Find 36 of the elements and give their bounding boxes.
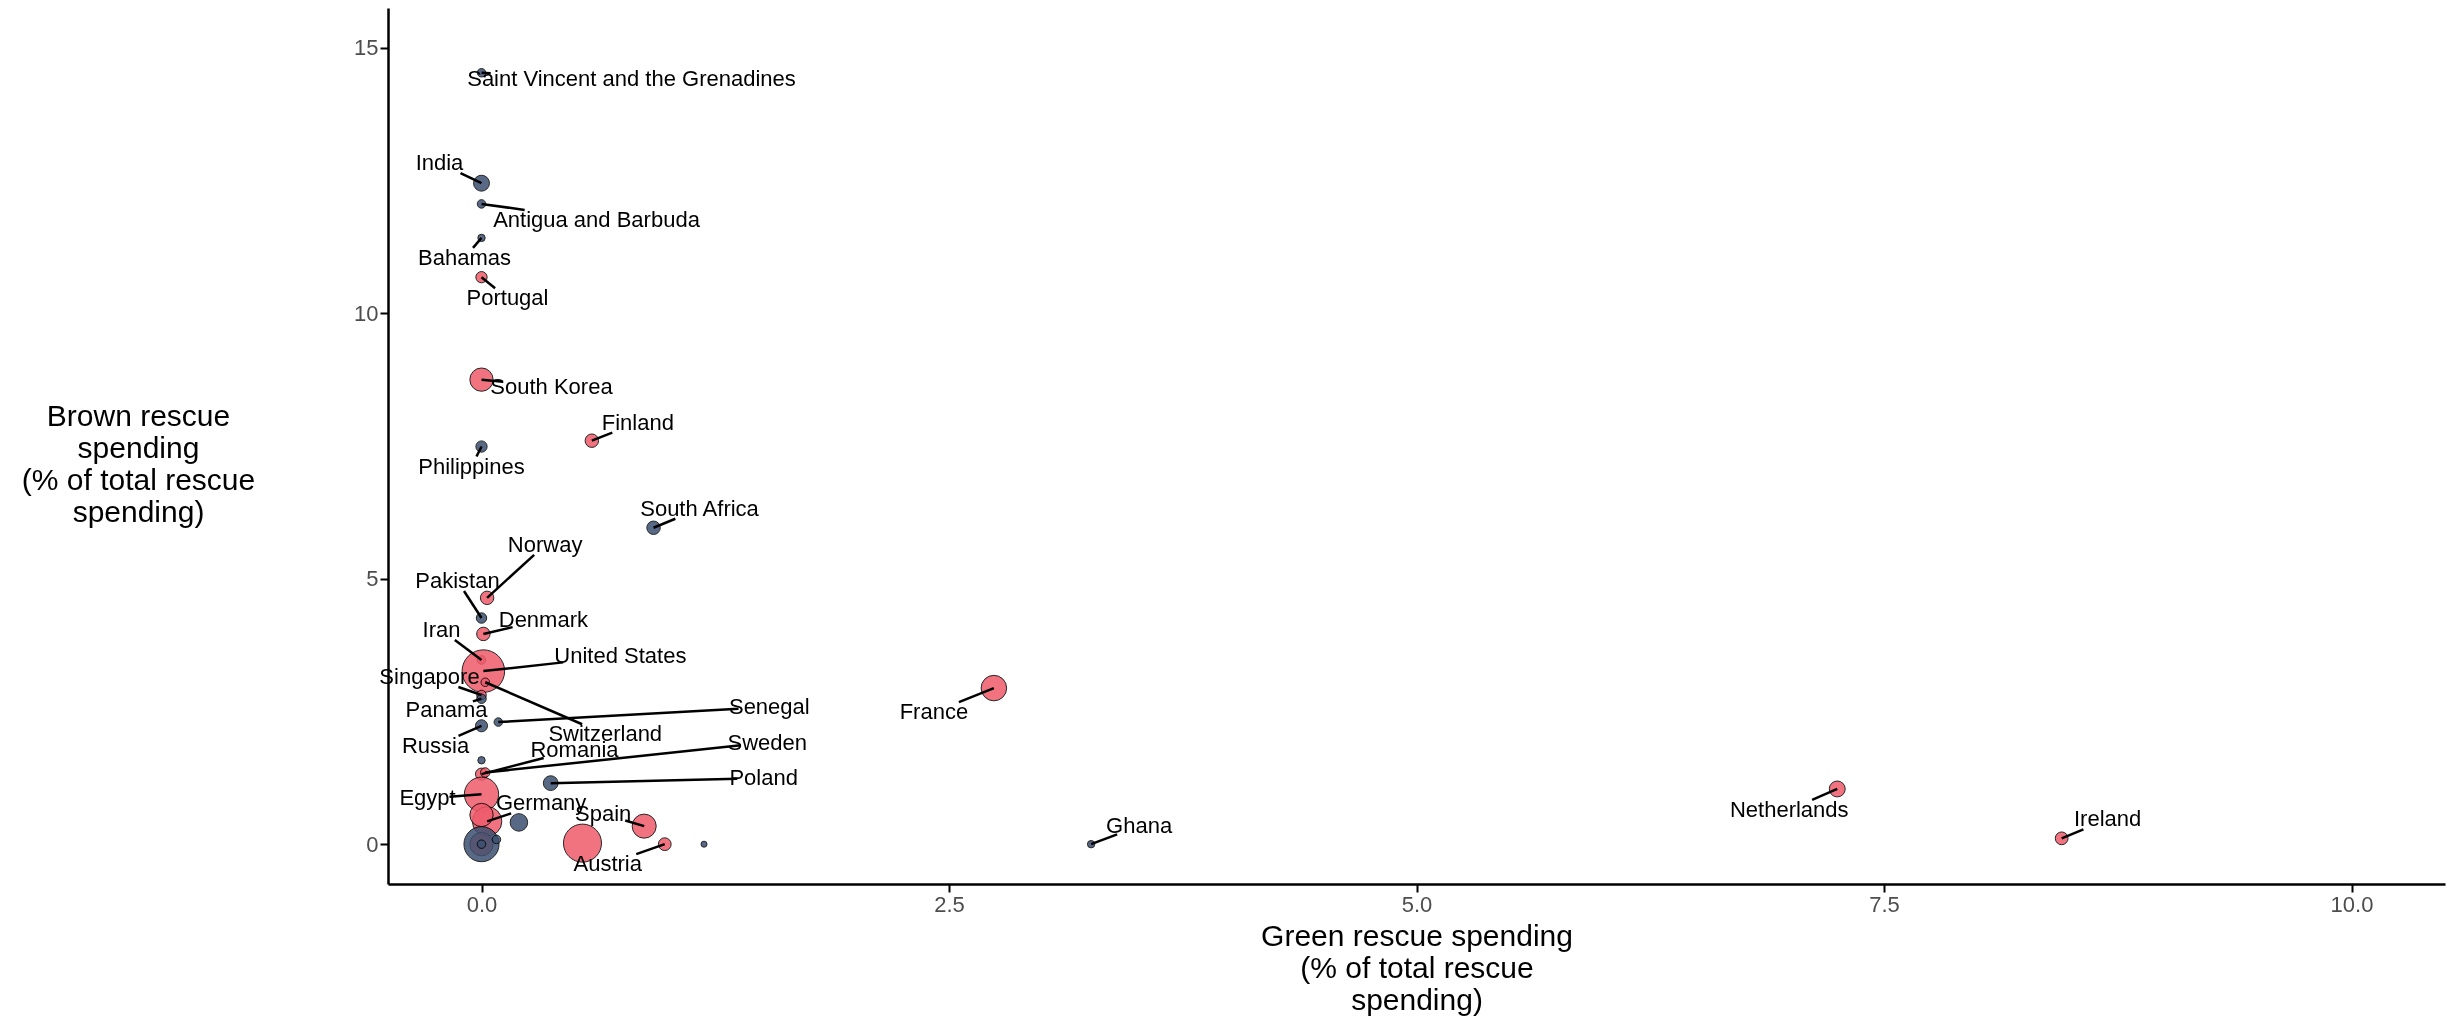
- annotation: Antigua and Barbuda: [493, 206, 701, 232]
- annotation: Senegal: [728, 694, 810, 720]
- annotation: United States: [554, 643, 687, 669]
- annotation: Panama: [405, 696, 489, 722]
- x-tick-label: 7.5: [1869, 891, 1900, 917]
- x-tick-label: 10.0: [2330, 891, 2374, 917]
- annotation: France: [899, 699, 969, 725]
- annotation: South Africa: [640, 495, 760, 521]
- y-tick-label: 15: [354, 35, 379, 61]
- y-tick-label: 5: [366, 566, 379, 592]
- x-tick-label: 5.0: [1401, 891, 1433, 917]
- annotation: India: [415, 150, 465, 176]
- annotation: Ghana: [1106, 813, 1173, 839]
- y-tick-label: 0: [366, 831, 379, 857]
- y-tick-label: 10: [354, 300, 379, 326]
- annotation: Poland: [729, 765, 798, 791]
- x-axis-title: Green rescue spending (% of total rescue spending): [1261, 918, 1573, 1016]
- annotation: Egypt: [399, 785, 456, 811]
- annotation: Pakistan: [415, 568, 500, 594]
- x-tick-label: 0.0: [466, 891, 498, 917]
- annotation: Russia: [401, 732, 470, 758]
- annotation: Ireland: [2074, 806, 2142, 832]
- annotation: Sweden: [727, 729, 807, 755]
- annotation: South Korea: [490, 373, 614, 399]
- annotation: Saint Vincent and the Grenadines: [467, 65, 796, 91]
- annotation: Philippines: [418, 453, 525, 479]
- annotation: Denmark: [498, 606, 589, 632]
- annotation: Norway: [507, 531, 583, 557]
- annotation: Finland: [601, 409, 674, 435]
- annotation: Iran: [422, 616, 461, 642]
- annotation: Bahamas: [418, 244, 511, 270]
- annotation: Portugal: [466, 285, 549, 311]
- x-tick-label: 2.5: [934, 891, 965, 917]
- y-axis-title: Brown rescue spending (% of total rescue spending): [21, 398, 256, 528]
- annotation: Austria: [573, 851, 643, 877]
- annotation: Netherlands: [1729, 796, 1849, 822]
